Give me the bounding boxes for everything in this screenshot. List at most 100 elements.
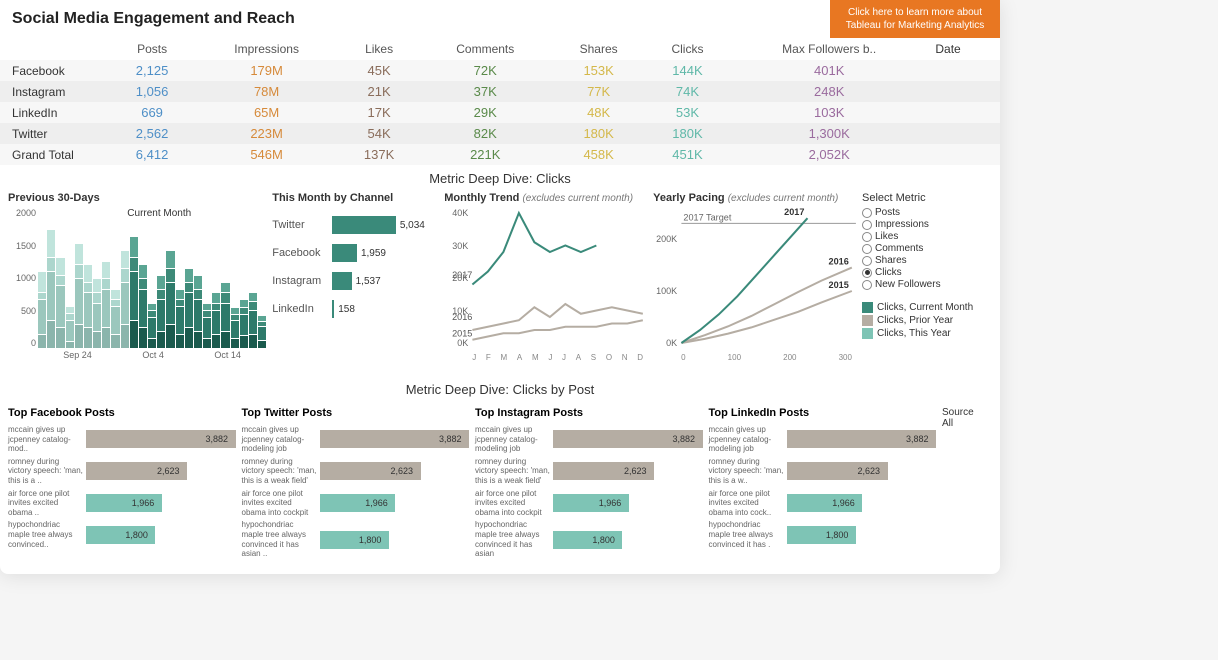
- bar30-bar[interactable]: [38, 271, 46, 348]
- hbar-row[interactable]: Facebook1,959: [272, 244, 438, 262]
- post-row[interactable]: mccain gives up jcpenney catalog-modelin…: [709, 425, 937, 454]
- summary-cell: 77K: [551, 81, 646, 102]
- bar30-bar[interactable]: [56, 257, 64, 348]
- summary-cell: 401K: [729, 60, 929, 81]
- summary-cell: 144K: [646, 60, 729, 81]
- post-row[interactable]: romney during victory speech: 'man, this…: [709, 457, 937, 486]
- bar30-bar[interactable]: [231, 307, 239, 348]
- posts-panel-title: Top Instagram Posts: [475, 407, 703, 419]
- bar30-bar[interactable]: [203, 303, 211, 349]
- bychannel-panel: This Month by Channel Twitter5,034Facebo…: [272, 192, 438, 368]
- summary-col-8[interactable]: Date: [929, 38, 1000, 60]
- summary-cell: 223M: [194, 123, 339, 144]
- summary-cell: 17K: [339, 102, 419, 123]
- yearly-chart[interactable]: 0K100K200K 2017 Target201520162017 01002…: [653, 208, 856, 368]
- summary-cell: Facebook: [0, 60, 110, 81]
- summary-col-5[interactable]: Shares: [551, 38, 646, 60]
- summary-col-6[interactable]: Clicks: [646, 38, 729, 60]
- metric-radio-new-followers[interactable]: New Followers: [862, 279, 992, 290]
- bar30-bar[interactable]: [157, 275, 165, 349]
- bar30-bar[interactable]: [111, 289, 119, 349]
- bar30-bar[interactable]: [194, 275, 202, 349]
- summary-col-2[interactable]: Impressions: [194, 38, 339, 60]
- summary-col-1[interactable]: Posts: [110, 38, 194, 60]
- post-row[interactable]: romney during victory speech: 'man, this…: [242, 457, 470, 486]
- posts-source-filter[interactable]: SourceAll: [942, 407, 992, 562]
- summary-cell: 180K: [551, 123, 646, 144]
- post-row[interactable]: romney during victory speech: 'man, this…: [8, 457, 236, 486]
- bar30-bar[interactable]: [166, 250, 174, 348]
- bar30-bar[interactable]: [240, 299, 248, 348]
- bar30-bar[interactable]: [212, 292, 220, 348]
- summary-cell: 153K: [551, 60, 646, 81]
- summary-cell: 29K: [419, 102, 551, 123]
- bar30-bar[interactable]: [47, 229, 55, 348]
- svg-text:2017: 2017: [784, 208, 804, 217]
- summary-cell: 65M: [194, 102, 339, 123]
- bar30-bar[interactable]: [185, 268, 193, 349]
- post-row[interactable]: air force one pilot invites excited obam…: [242, 489, 470, 518]
- summary-row[interactable]: Instagram1,05678M21K37K77K74K248K: [0, 81, 1000, 102]
- bychannel-chart[interactable]: Twitter5,034 Facebook1,959 Instagram1,537 L…: [272, 208, 438, 336]
- post-row[interactable]: air force one pilot invites excited obam…: [8, 489, 236, 518]
- yearly-title: Yearly Pacing (excludes current month): [653, 192, 856, 204]
- cta-banner[interactable]: Click here to learn more about Tableau f…: [830, 0, 1000, 38]
- summary-col-3[interactable]: Likes: [339, 38, 419, 60]
- color-legend-item: Clicks, Current Month: [862, 302, 992, 313]
- post-row[interactable]: air force one pilot invites excited obam…: [475, 489, 703, 518]
- bar30-bar[interactable]: [102, 261, 110, 349]
- bar30-bar[interactable]: [249, 292, 257, 348]
- summary-row[interactable]: Grand Total6,412546M137K221K458K451K2,05…: [0, 144, 1000, 165]
- top-posts-panel: Top Instagram Posts mccain gives up jcpen…: [475, 407, 703, 562]
- header-row: Social Media Engagement and Reach Click …: [0, 0, 1000, 38]
- metric-radio-shares[interactable]: Shares: [862, 255, 992, 266]
- summary-row[interactable]: Twitter2,562223M54K82K180K180K1,300K: [0, 123, 1000, 144]
- summary-cell: 37K: [419, 81, 551, 102]
- bar30-bar[interactable]: [148, 303, 156, 349]
- deepdive-row: Previous 30-Days Current Month 200015001…: [0, 192, 1000, 376]
- metric-radio-impressions[interactable]: Impressions: [862, 219, 992, 230]
- prev30-chart[interactable]: Current Month 2000150010005000 Sep 24Oct…: [8, 208, 266, 368]
- metric-radio-posts[interactable]: Posts: [862, 207, 992, 218]
- metric-radio-clicks[interactable]: Clicks: [862, 267, 992, 278]
- bar30-bar[interactable]: [139, 264, 147, 348]
- post-row[interactable]: romney during victory speech: 'man, this…: [475, 457, 703, 486]
- post-row[interactable]: mccain gives up jcpenney catalog-mod..3,…: [8, 425, 236, 454]
- hbar-row[interactable]: LinkedIn158: [272, 300, 438, 318]
- summary-cell: 103K: [729, 102, 929, 123]
- summary-col-7[interactable]: Max Followers b..: [729, 38, 929, 60]
- summary-col-0[interactable]: [0, 38, 110, 60]
- bar30-bar[interactable]: [221, 282, 229, 349]
- bar30-bar[interactable]: [121, 250, 129, 348]
- bar30-bar[interactable]: [75, 243, 83, 348]
- summary-cell: 78M: [194, 81, 339, 102]
- post-row[interactable]: hypochondriac maple tree always convince…: [8, 520, 236, 549]
- hbar-row[interactable]: Twitter5,034: [272, 216, 438, 234]
- summary-cell: Instagram: [0, 81, 110, 102]
- bar30-bar[interactable]: [130, 236, 138, 348]
- bar30-bar[interactable]: [176, 289, 184, 349]
- bar30-bar[interactable]: [84, 264, 92, 348]
- summary-row[interactable]: Facebook2,125179M45K72K153K144K401K: [0, 60, 1000, 81]
- summary-cell: Twitter: [0, 123, 110, 144]
- post-row[interactable]: mccain gives up jcpenney catalog-modelin…: [242, 425, 470, 454]
- post-row[interactable]: hypochondriac maple tree always convince…: [242, 520, 470, 558]
- monthly-chart[interactable]: 0K10K20K30K40K 201720162015 JFMAMJJASOND: [444, 208, 647, 368]
- dashboard-container: Social Media Engagement and Reach Click …: [0, 0, 1000, 574]
- metric-radio-comments[interactable]: Comments: [862, 243, 992, 254]
- bar30-bar[interactable]: [258, 315, 266, 348]
- page-title: Social Media Engagement and Reach: [0, 0, 307, 34]
- summary-cell: 2,052K: [729, 144, 929, 165]
- metric-radio-likes[interactable]: Likes: [862, 231, 992, 242]
- post-row[interactable]: air force one pilot invites excited obam…: [709, 489, 937, 518]
- bar30-bar[interactable]: [93, 278, 101, 348]
- summary-col-4[interactable]: Comments: [419, 38, 551, 60]
- bar30-bar[interactable]: [66, 306, 74, 348]
- hbar-row[interactable]: Instagram1,537: [272, 272, 438, 290]
- color-legend-item: Clicks, Prior Year: [862, 315, 992, 326]
- post-row[interactable]: hypochondriac maple tree always convince…: [709, 520, 937, 549]
- summary-row[interactable]: LinkedIn66965M17K29K48K53K103K: [0, 102, 1000, 123]
- post-row[interactable]: mccain gives up jcpenney catalog-modelin…: [475, 425, 703, 454]
- post-row[interactable]: hypochondriac maple tree always convince…: [475, 520, 703, 558]
- svg-text:2016: 2016: [829, 257, 849, 267]
